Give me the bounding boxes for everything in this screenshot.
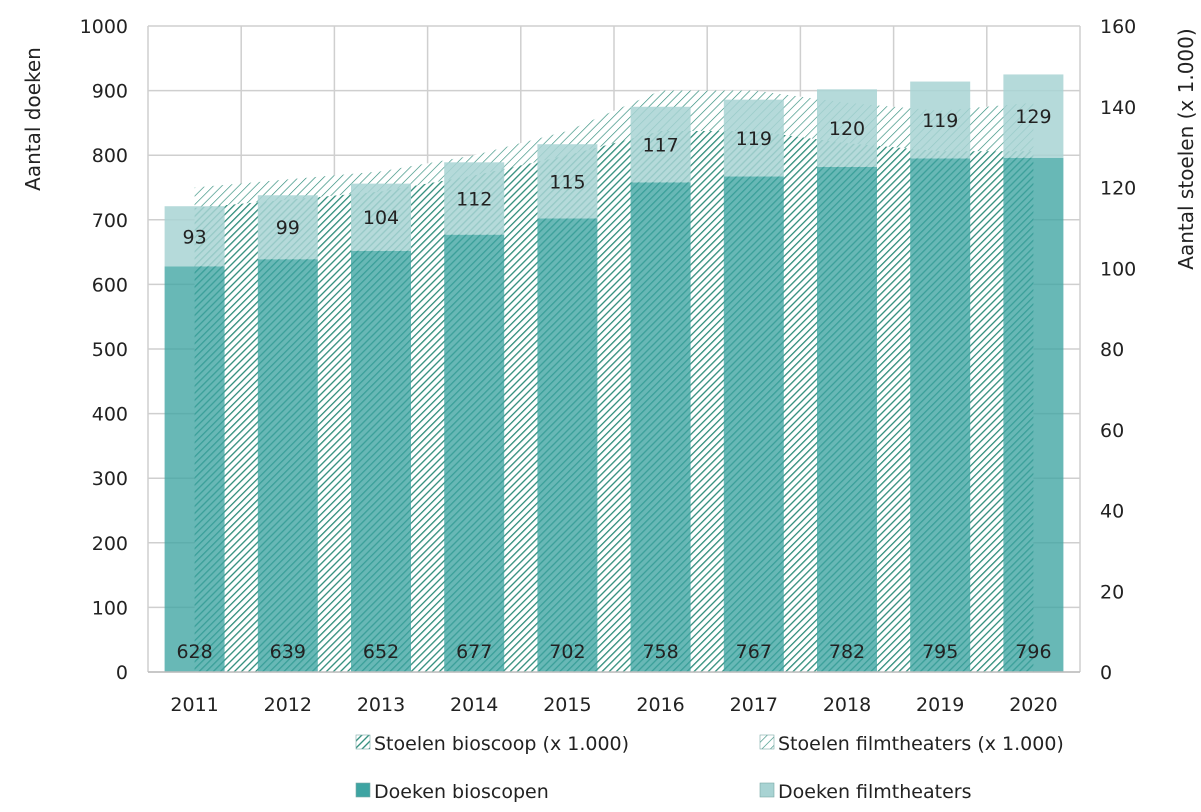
bar-doeken-bioscopen: [257, 259, 318, 672]
data-label-filmtheaters: 93: [183, 226, 207, 248]
legend-swatch: [355, 734, 371, 750]
x-tick-label: 2012: [264, 694, 312, 716]
y-tick-label: 200: [92, 533, 128, 555]
y-tick-label: 600: [92, 274, 128, 296]
bar-doeken-filmtheaters: [1003, 74, 1064, 158]
data-label-filmtheaters: 117: [642, 135, 678, 157]
x-tick-label: 2016: [636, 694, 684, 716]
bar-series: [164, 74, 1064, 673]
y2-tick-label: 60: [1100, 420, 1124, 442]
legend-label: Stoelen bioscoop (x 1.000): [374, 733, 629, 755]
x-tick-label: 2013: [357, 694, 405, 716]
bar-doeken-filmtheaters: [444, 162, 505, 235]
bar-doeken-filmtheaters: [723, 99, 784, 177]
data-label-bioscopen: 795: [922, 641, 958, 663]
bar-doeken-filmtheaters: [164, 206, 225, 267]
data-label-bioscopen: 652: [363, 641, 399, 663]
y-tick-label: 500: [92, 339, 128, 361]
x-tick-label: 2011: [170, 694, 218, 716]
legend-swatch: [355, 782, 371, 798]
x-tick-label: 2018: [823, 694, 871, 716]
x-tick-label: 2020: [1009, 694, 1057, 716]
legend-item-stoelen-filmtheaters: Stoelen filmtheaters (x 1.000): [759, 733, 1064, 755]
y2-axis-title: Aantal stoelen (x 1.000): [1174, 28, 1198, 269]
y-tick-label: 800: [92, 145, 128, 167]
data-labels: 628 93 639 99 652 104 677 112 702 115 758 117 767 119…: [176, 106, 1051, 663]
y-axis-title: Aantal doeken: [21, 47, 45, 191]
data-label-bioscopen: 628: [176, 641, 212, 663]
area-stoelen-bioscoop: [194, 130, 1034, 673]
data-label-bioscopen: 796: [1015, 641, 1051, 663]
bar-doeken-filmtheaters: [537, 144, 598, 219]
data-label-bioscopen: 639: [270, 641, 306, 663]
bar-doeken-filmtheaters: [351, 183, 411, 251]
bar-doeken-bioscopen: [351, 250, 411, 673]
legend-label: Stoelen filmtheaters (x 1.000): [778, 733, 1064, 755]
y-tick-label: 400: [92, 404, 128, 426]
bar-doeken-filmtheaters: [817, 89, 877, 167]
data-label-bioscopen: 782: [829, 641, 865, 663]
legend-swatch: [759, 734, 775, 750]
x-tick-label: 2017: [730, 694, 778, 716]
axes: 0 100 200 300 400 500 600 700 800 900 1000 0 20 40 60 8…: [21, 16, 1198, 716]
bar-doeken-bioscopen: [910, 158, 971, 672]
data-label-filmtheaters: 99: [276, 217, 300, 239]
bar-doeken-filmtheaters: [910, 81, 971, 159]
x-tick-label: 2015: [543, 694, 591, 716]
y-tick-label: 1000: [80, 16, 128, 38]
bar-doeken-bioscopen: [630, 182, 691, 672]
legend-item-doeken-filmtheaters: Doeken filmtheaters: [759, 781, 971, 803]
data-label-filmtheaters: 112: [456, 188, 492, 210]
bar-doeken-filmtheaters: [630, 106, 691, 183]
y2-tick-label: 140: [1100, 97, 1136, 119]
data-label-filmtheaters: 119: [736, 128, 772, 150]
y-tick-label: 900: [92, 81, 128, 103]
data-label-filmtheaters: 120: [829, 118, 865, 140]
data-label-filmtheaters: 104: [363, 207, 399, 229]
legend-swatch: [759, 782, 775, 798]
legend-item-doeken-bioscopen: Doeken bioscopen: [355, 781, 549, 803]
y-tick-label: 100: [92, 597, 128, 619]
y2-tick-label: 0: [1100, 662, 1112, 684]
legend-item-stoelen-bioscoop: Stoelen bioscoop (x 1.000): [355, 733, 629, 755]
y-tick-label: 0: [116, 662, 128, 684]
y2-tick-label: 120: [1100, 178, 1136, 200]
y2-tick-label: 20: [1100, 581, 1124, 603]
y2-tick-label: 40: [1100, 501, 1124, 523]
bar-doeken-bioscopen: [537, 218, 598, 672]
y2-tick-label: 160: [1100, 16, 1136, 38]
y-tick-label: 700: [92, 210, 128, 232]
bar-doeken-filmtheaters: [257, 195, 318, 260]
y-tick-label: 300: [92, 468, 128, 490]
x-tick-label: 2014: [450, 694, 498, 716]
data-label-filmtheaters: 119: [922, 110, 958, 132]
bar-doeken-bioscopen: [723, 176, 784, 672]
data-label-filmtheaters: 115: [549, 171, 585, 193]
legend: Stoelen bioscoop (x 1.000) Stoelen filmth…: [355, 733, 1064, 803]
bar-doeken-bioscopen: [444, 234, 505, 672]
data-label-bioscopen: 767: [736, 641, 772, 663]
legend-label: Doeken bioscopen: [374, 781, 549, 803]
y2-tick-label: 100: [1100, 258, 1136, 280]
area-series: [194, 90, 1034, 673]
legend-label: Doeken filmtheaters: [778, 781, 971, 803]
bar-doeken-bioscopen: [817, 166, 877, 672]
x-tick-label: 2019: [916, 694, 964, 716]
data-label-bioscopen: 758: [642, 641, 678, 663]
y2-tick-label: 80: [1100, 339, 1124, 361]
data-label-filmtheaters: 129: [1015, 106, 1051, 128]
bar-doeken-bioscopen: [1003, 157, 1064, 672]
bar-doeken-bioscopen: [164, 266, 225, 672]
data-label-bioscopen: 677: [456, 641, 492, 663]
data-label-bioscopen: 702: [549, 641, 585, 663]
